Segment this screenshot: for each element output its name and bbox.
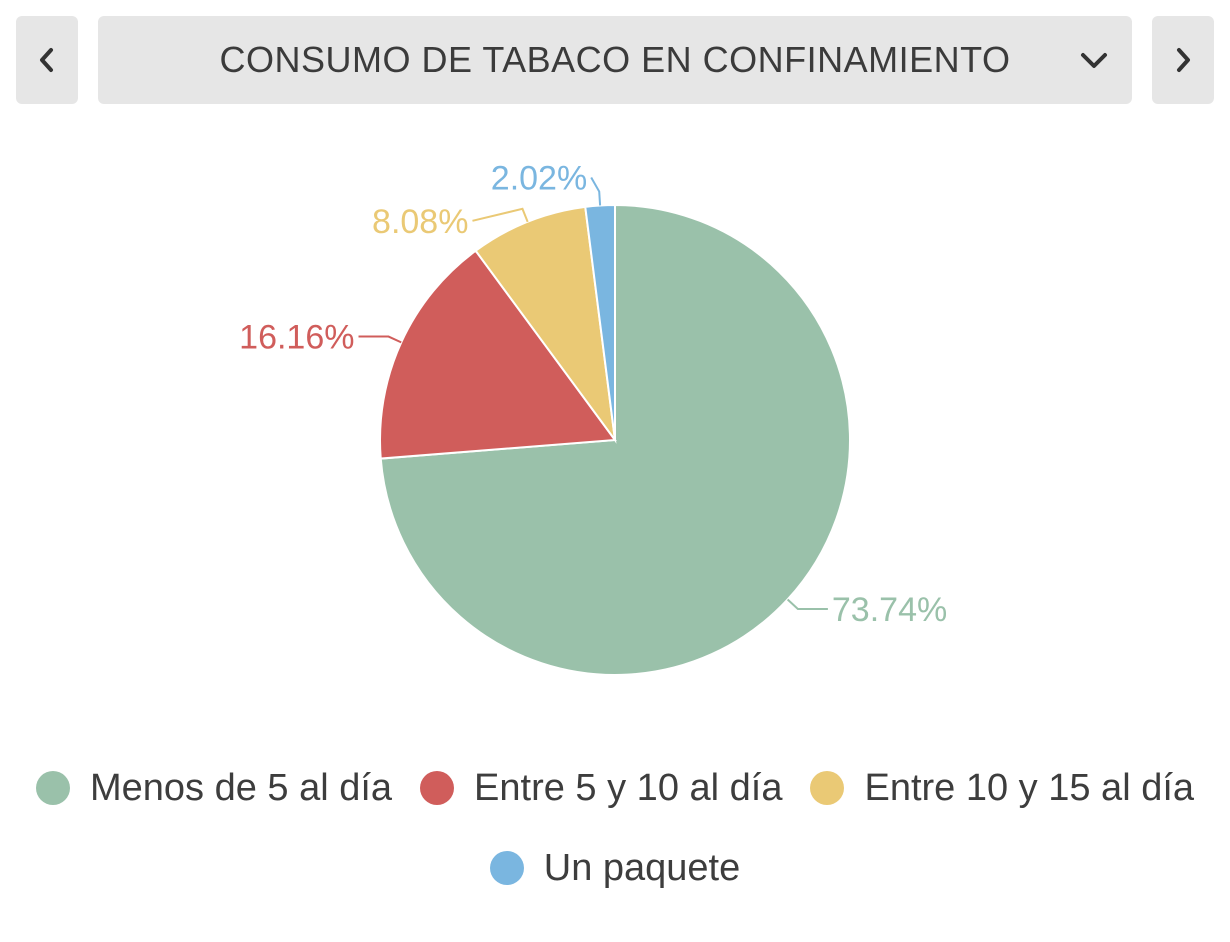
legend-label: Menos de 5 al día [89, 766, 393, 809]
chevron-right-icon [1177, 48, 1190, 72]
legend-swatch [420, 771, 455, 805]
legend-label: Un paquete [543, 846, 741, 889]
data-label-entre-5-y-10-al-dia: 16.16% [239, 319, 354, 357]
pie-slice-entre-5-y-10-al-dia[interactable] [379, 249, 617, 460]
legend-swatch [35, 771, 70, 805]
data-label-menos-de-5-al-dia: 73.74% [832, 591, 947, 629]
previous-button[interactable] [16, 16, 78, 104]
leader-line-un-paquete [590, 177, 602, 206]
chevron-down-icon [1081, 53, 1107, 68]
data-label-entre-10-y-15-al-dia: 8.08% [372, 203, 468, 241]
chevron-left-icon [40, 48, 53, 72]
legend-item-entre-10-y-15-al-dia[interactable]: Entre 10 y 15 al día [810, 760, 1194, 816]
chart-select-dropdown[interactable]: CONSUMO DE TABACO EN CONFINAMIENTO [98, 16, 1132, 104]
legend-swatch [489, 851, 524, 885]
legend-item-entre-5-y-10-al-dia[interactable]: Entre 5 y 10 al día [420, 760, 782, 816]
leader-line-menos-de-5-al-dia [786, 598, 828, 610]
legend-item-menos-de-5-al-dia[interactable]: Menos de 5 al día [35, 760, 393, 816]
data-label-un-paquete: 2.02% [491, 160, 587, 198]
next-button[interactable] [1152, 16, 1214, 104]
pie-slice-entre-10-y-15-al-dia[interactable] [474, 205, 617, 444]
leader-line-entre-10-y-15-al-dia [472, 207, 529, 223]
legend-swatch [810, 771, 845, 805]
pie-chart: 73.74% 16.16% 8.08% 2.02% [239, 160, 947, 676]
legend-label: Entre 5 y 10 al día [474, 766, 783, 809]
legend-item-un-paquete[interactable]: Un paquete [489, 840, 741, 896]
chart-title: CONSUMO DE TABACO EN CONFINAMIENTO [219, 39, 1011, 80]
legend-label: Entre 10 y 15 al día [864, 766, 1195, 809]
chart-legend: Menos de 5 al día Entre 5 y 10 al día Entr… [0, 760, 1230, 896]
leader-line-entre-5-y-10-al-dia [358, 335, 402, 344]
